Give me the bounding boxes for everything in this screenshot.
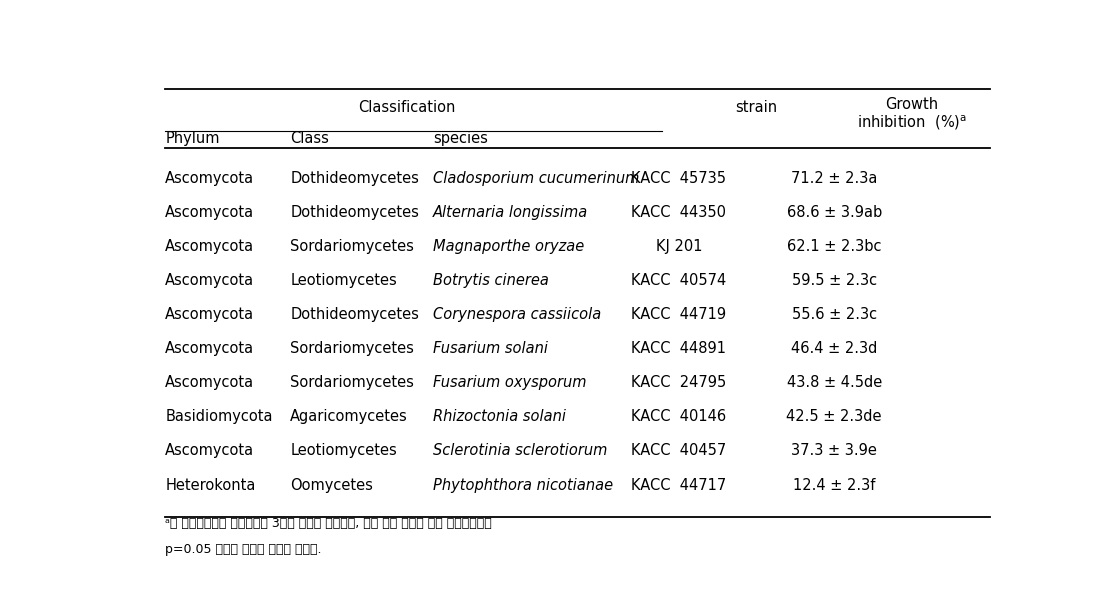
Text: Ascomycota: Ascomycota [165,273,254,288]
Text: strain: strain [735,100,778,115]
Text: Dothideomycetes: Dothideomycetes [291,171,419,186]
Text: Ascomycota: Ascomycota [165,205,254,220]
Text: Heterokonta: Heterokonta [165,478,255,492]
Text: Class: Class [291,131,330,146]
Text: Sclerotinia sclerotiorum: Sclerotinia sclerotiorum [433,444,607,458]
Text: Oomycetes: Oomycetes [291,478,373,492]
Text: Basidiomycota: Basidiomycota [165,409,273,424]
Text: 71.2 ± 2.3a: 71.2 ± 2.3a [791,171,878,186]
Text: Classification: Classification [359,100,456,115]
Text: Leotiomycetes: Leotiomycetes [291,273,397,288]
Text: KACC  40574: KACC 40574 [632,273,726,288]
Text: KACC  44719: KACC 44719 [632,307,726,322]
Text: 55.6 ± 2.3c: 55.6 ± 2.3c [792,307,877,322]
Text: KACC  40146: KACC 40146 [632,409,726,424]
Text: Leotiomycetes: Leotiomycetes [291,444,397,458]
Text: Corynespora cassiicola: Corynespora cassiicola [433,307,602,322]
Text: Alternaria longissima: Alternaria longissima [433,205,588,220]
Text: Sordariomycetes: Sordariomycetes [291,239,414,254]
Text: KACC  44891: KACC 44891 [632,341,726,356]
Text: Fusarium oxysporum: Fusarium oxysporum [433,375,586,390]
Text: Ascomycota: Ascomycota [165,171,254,186]
Text: species: species [433,131,488,146]
Text: Magnaporthe oryzae: Magnaporthe oryzae [433,239,584,254]
Text: KACC  24795: KACC 24795 [632,375,726,390]
Text: KJ 201: KJ 201 [656,239,702,254]
Text: Agaricomycetes: Agaricomycetes [291,409,408,424]
Text: KACC  45735: KACC 45735 [632,171,726,186]
Text: ᵃ각 막대그래프의 오차막대는 3반복 실험한 결과이며, 막대 위의 문자는 던켈 다중검정으로: ᵃ각 막대그래프의 오차막대는 3반복 실험한 결과이며, 막대 위의 문자는 … [165,517,492,531]
Text: Rhizoctonia solani: Rhizoctonia solani [433,409,566,424]
Text: inhibition  (%)$^{\rm a}$: inhibition (%)$^{\rm a}$ [857,114,967,132]
Text: Ascomycota: Ascomycota [165,239,254,254]
Text: p=0.05 하에서 유의한 차이를 나타냄.: p=0.05 하에서 유의한 차이를 나타냄. [165,543,322,556]
Text: KACC  44717: KACC 44717 [632,478,726,492]
Text: Ascomycota: Ascomycota [165,341,254,356]
Text: 12.4 ± 2.3f: 12.4 ± 2.3f [793,478,876,492]
Text: Sordariomycetes: Sordariomycetes [291,375,414,390]
Text: 43.8 ± 4.5de: 43.8 ± 4.5de [786,375,882,390]
Text: 42.5 ± 2.3de: 42.5 ± 2.3de [786,409,882,424]
Text: Sordariomycetes: Sordariomycetes [291,341,414,356]
Text: 68.6 ± 3.9ab: 68.6 ± 3.9ab [786,205,882,220]
Text: 46.4 ± 2.3d: 46.4 ± 2.3d [791,341,878,356]
Text: Dothideomycetes: Dothideomycetes [291,307,419,322]
Text: Dothideomycetes: Dothideomycetes [291,205,419,220]
Text: Ascomycota: Ascomycota [165,307,254,322]
Text: KACC  40457: KACC 40457 [632,444,726,458]
Text: Ascomycota: Ascomycota [165,375,254,390]
Text: Growth: Growth [886,97,938,112]
Text: 37.3 ± 3.9e: 37.3 ± 3.9e [791,444,877,458]
Text: 59.5 ± 2.3c: 59.5 ± 2.3c [792,273,877,288]
Text: KACC  44350: KACC 44350 [632,205,726,220]
Text: Botrytis cinerea: Botrytis cinerea [433,273,549,288]
Text: Phytophthora nicotianae: Phytophthora nicotianae [433,478,613,492]
Text: Phylum: Phylum [165,131,219,146]
Text: Cladosporium cucumerinum: Cladosporium cucumerinum [433,171,639,186]
Text: Fusarium solani: Fusarium solani [433,341,548,356]
Text: 62.1 ± 2.3bc: 62.1 ± 2.3bc [786,239,881,254]
Text: Ascomycota: Ascomycota [165,444,254,458]
